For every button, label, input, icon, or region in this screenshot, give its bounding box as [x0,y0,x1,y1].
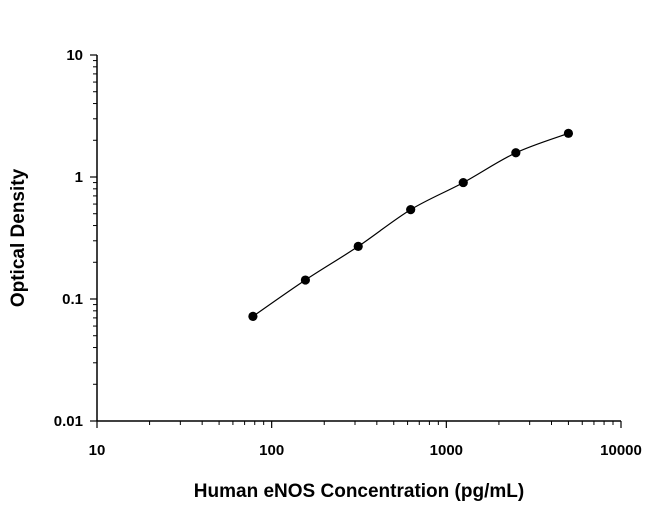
x-tick-label: 1000 [430,442,463,459]
data-point [248,311,258,322]
fit-curve [252,132,569,317]
y-tick-label: 10 [66,47,83,64]
y-tick-label: 0.01 [54,413,83,430]
axes [96,55,621,422]
x-tick-label: 100 [259,442,284,459]
y-axis-title: Optical Density [8,168,29,307]
data-point [353,241,363,251]
x-tick-label: 10000 [600,442,642,459]
y-tick-label: 0.1 [62,291,83,308]
data-point [511,148,521,158]
data-point [406,205,416,215]
data-point [300,275,310,285]
data-point [563,128,574,138]
data-points [248,128,574,322]
tick-labels: 0.01 0.1 1 10 10 100 1000 10000 [54,47,642,459]
x-tick-label: 10 [89,442,106,459]
x-axis-title: Human eNOS Concentration (pg/mL) [194,481,524,502]
data-point [458,177,468,188]
y-tick-label: 1 [75,169,83,186]
ticks [90,54,622,428]
